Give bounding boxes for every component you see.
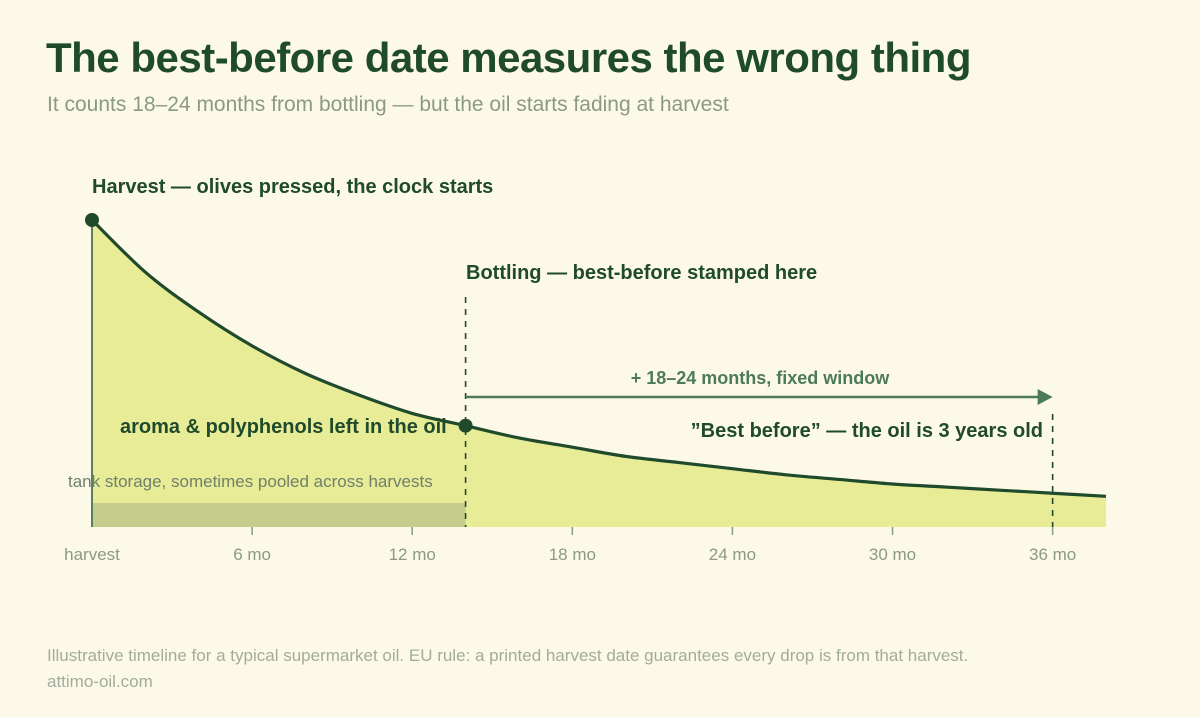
polyphenol-curve bbox=[90, 218, 1107, 498]
polyphenol-area bbox=[92, 220, 1106, 527]
x-tick-label: 24 mo bbox=[709, 545, 756, 564]
x-tick-label: 18 mo bbox=[549, 545, 596, 564]
x-tick-label: 30 mo bbox=[869, 545, 916, 564]
chart-subtitle: It counts 18–24 months from bottling — b… bbox=[47, 93, 729, 116]
x-tick-label: 36 mo bbox=[1029, 545, 1076, 564]
storage-band-overlay bbox=[92, 503, 466, 527]
window-arrow-head bbox=[1037, 389, 1053, 405]
x-tick-label: 6 mo bbox=[233, 545, 271, 564]
bottling-point bbox=[458, 418, 473, 433]
x-tick-label: harvest bbox=[64, 545, 120, 564]
storage-band-label: tank storage, sometimes pooled across ha… bbox=[68, 472, 433, 491]
x-tick-label: 12 mo bbox=[389, 545, 436, 564]
harvest-annotation: Harvest — olives pressed, the clock star… bbox=[92, 176, 493, 198]
harvest-point bbox=[85, 213, 99, 227]
bottling-annotation: Bottling — best-before stamped here bbox=[466, 262, 817, 284]
window-annotation: + 18–24 months, fixed window bbox=[631, 368, 891, 388]
chart-title: The best-before date measures the wrong … bbox=[46, 34, 971, 81]
footnote: Illustrative timeline for a typical supe… bbox=[47, 646, 969, 665]
area-label: aroma & polyphenols left in the oil bbox=[120, 416, 447, 438]
best-before-annotation: ”Best before” — the oil is 3 years old bbox=[691, 420, 1043, 442]
source-credit: attimo-oil.com bbox=[47, 672, 153, 691]
